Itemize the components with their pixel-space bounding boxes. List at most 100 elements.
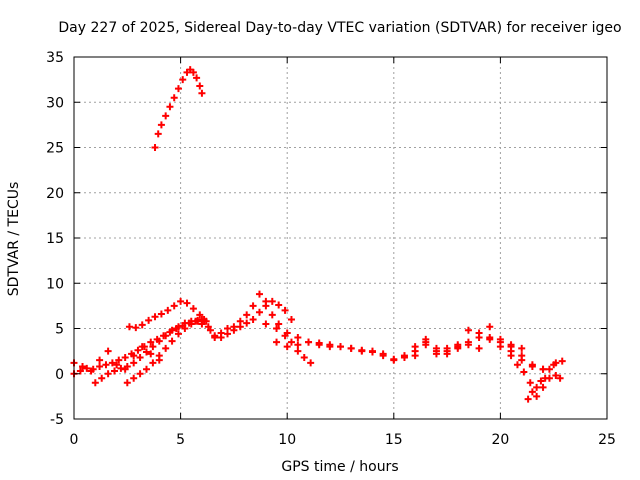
- data-point: [155, 356, 163, 364]
- data-point: [486, 323, 494, 331]
- data-point: [149, 359, 157, 367]
- data-point: [305, 338, 313, 346]
- data-point: [130, 352, 138, 360]
- series-arc-d: [125, 297, 295, 342]
- data-point: [134, 346, 142, 354]
- x-axis-title: GPS time / hours: [281, 459, 398, 475]
- data-point: [294, 334, 302, 342]
- data-point: [181, 325, 189, 332]
- data-point: [132, 324, 140, 332]
- data-point: [268, 297, 276, 305]
- data-point: [496, 335, 504, 343]
- data-point: [230, 323, 238, 331]
- data-point: [262, 297, 270, 305]
- data-point: [255, 290, 263, 298]
- data-point: [275, 301, 283, 309]
- data-point: [189, 305, 197, 313]
- y-tick-label: 25: [46, 141, 64, 157]
- data-point: [115, 356, 123, 364]
- data-point: [123, 379, 131, 387]
- data-point: [198, 320, 206, 328]
- data-point: [177, 297, 185, 305]
- y-tick-label: 15: [46, 231, 64, 247]
- data-point: [91, 379, 99, 387]
- data-point: [162, 112, 170, 120]
- data-point: [281, 306, 289, 314]
- grid: [74, 57, 607, 419]
- data-point: [268, 311, 276, 319]
- data-point: [108, 359, 116, 367]
- data-point: [526, 379, 534, 387]
- data-point: [157, 310, 165, 318]
- data-point: [138, 321, 146, 329]
- data-point: [206, 326, 214, 334]
- data-point: [96, 363, 104, 371]
- data-point: [400, 352, 408, 360]
- data-point: [283, 329, 291, 337]
- x-tick-label: 25: [598, 432, 616, 448]
- data-point: [157, 121, 165, 129]
- data-point: [102, 361, 110, 369]
- data-point: [249, 315, 257, 323]
- data-point: [168, 337, 176, 345]
- data-point: [149, 343, 157, 351]
- data-point: [283, 343, 291, 351]
- data-point: [189, 68, 197, 76]
- y-tick-label: 0: [55, 367, 64, 383]
- data-point: [136, 370, 144, 378]
- data-point: [236, 317, 244, 325]
- data-point: [224, 325, 232, 332]
- data-point: [294, 347, 302, 355]
- data-point: [76, 367, 84, 375]
- data-point: [443, 344, 451, 352]
- x-tick-label: 10: [278, 432, 296, 448]
- data-point: [533, 392, 541, 400]
- data-point: [164, 306, 172, 314]
- data-point: [104, 370, 112, 378]
- series-arc-high: [151, 66, 206, 151]
- y-tick-label: 5: [55, 322, 64, 338]
- data-point: [326, 341, 334, 349]
- data-point: [166, 103, 174, 111]
- data-point: [287, 315, 295, 323]
- data-point: [113, 361, 121, 369]
- data-point: [475, 344, 483, 352]
- data-point: [368, 348, 376, 356]
- series-arc-i: [411, 323, 566, 373]
- data-point: [202, 317, 210, 325]
- data-point: [183, 299, 191, 307]
- data-point: [552, 359, 560, 367]
- data-point: [507, 352, 515, 360]
- data-point: [174, 330, 182, 338]
- data-point: [196, 82, 204, 90]
- data-point: [552, 372, 560, 380]
- data-point: [520, 368, 528, 376]
- data-point: [121, 365, 129, 373]
- chart-title: Day 227 of 2025, Sidereal Day-to-day VTE…: [58, 20, 621, 36]
- y-tick-label: -5: [50, 412, 64, 428]
- data-point: [454, 341, 462, 349]
- data-point: [556, 374, 564, 382]
- data-point: [464, 326, 472, 334]
- data-point: [545, 365, 553, 373]
- x-tick-label: 5: [176, 432, 185, 448]
- data-point: [168, 326, 176, 334]
- data-point: [147, 350, 155, 358]
- data-point: [539, 383, 547, 391]
- data-point: [243, 319, 251, 327]
- data-point: [154, 130, 162, 138]
- data-point: [142, 365, 150, 373]
- data-point: [307, 359, 315, 367]
- data-point: [524, 395, 532, 403]
- data-point: [151, 313, 159, 321]
- data-point: [187, 320, 195, 328]
- data-point: [537, 377, 545, 385]
- data-point: [337, 343, 344, 351]
- series-arc-j: [507, 352, 564, 400]
- data-point: [170, 302, 178, 310]
- data-point: [464, 338, 472, 346]
- data-point: [162, 344, 170, 352]
- data-point: [390, 356, 398, 364]
- data-point: [249, 302, 257, 310]
